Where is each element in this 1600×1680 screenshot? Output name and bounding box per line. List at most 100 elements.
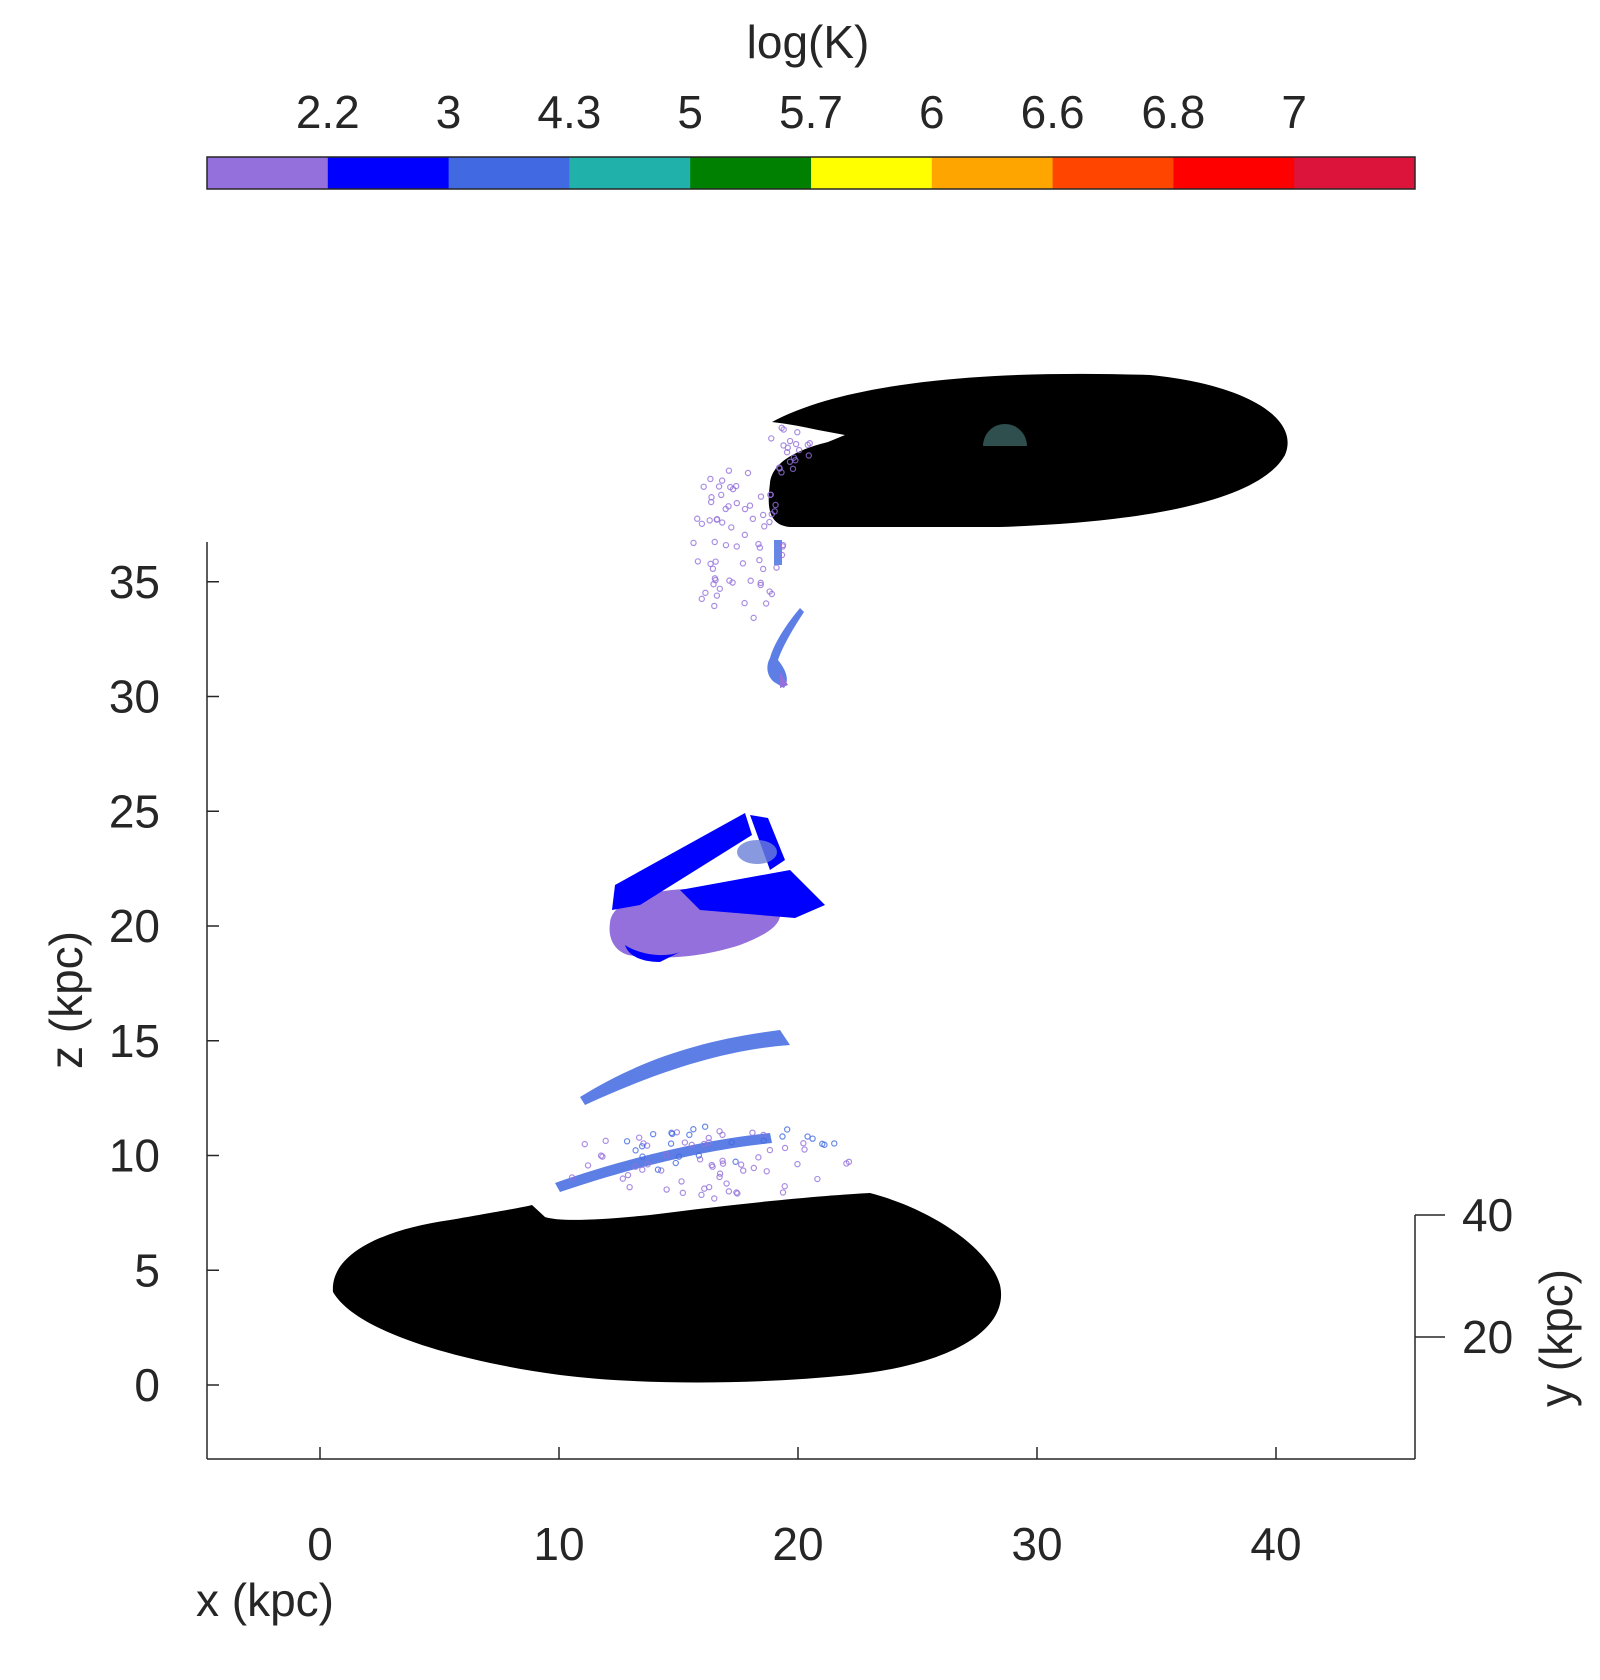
- particle-point: [719, 1131, 726, 1139]
- particle-point: [755, 1154, 762, 1161]
- particle-point: [696, 1156, 704, 1163]
- particle-point: [649, 1130, 657, 1138]
- particle-point: [746, 502, 754, 509]
- particle-point: [728, 1139, 735, 1146]
- particle-point: [749, 515, 757, 523]
- colorbar-segment: [1052, 157, 1174, 189]
- particle-point: [663, 1151, 670, 1159]
- particle-point: [773, 564, 780, 571]
- particle-point: [757, 581, 764, 589]
- particle-point: [698, 520, 706, 527]
- particle-point: [786, 458, 794, 466]
- particle-point: [663, 1186, 670, 1193]
- particle-point: [779, 1189, 787, 1196]
- particle-point: [718, 477, 726, 484]
- particle-point: [715, 483, 723, 490]
- z-tick-label: 15: [109, 1015, 160, 1067]
- x-axis-ticks: 0 10 20 30 40: [307, 1447, 1302, 1570]
- particle-point: [632, 1147, 639, 1154]
- particle-point: [725, 467, 733, 474]
- x-axis-label: x (kpc): [196, 1574, 334, 1626]
- arc-upper: [580, 1030, 790, 1105]
- particle-point: [761, 523, 768, 530]
- particle-point: [694, 515, 701, 522]
- particle-point: [722, 541, 730, 549]
- arc-lower: [555, 1133, 772, 1192]
- particle-point: [795, 446, 803, 454]
- z-tick-label: 30: [109, 671, 160, 723]
- particle-point: [779, 543, 786, 550]
- clump-blue-upper-band: [612, 813, 752, 910]
- particle-point: [690, 1126, 697, 1133]
- z-tick-label: 10: [109, 1130, 160, 1182]
- particle-point: [790, 454, 798, 461]
- particle-point: [740, 1167, 747, 1174]
- particle-point: [733, 543, 740, 550]
- particle-point: [779, 1133, 786, 1140]
- particle-point: [781, 1144, 789, 1152]
- colorbar-tick-labels: 2.2 3 4.3 5 5.7 6 6.6 6.8 7: [296, 86, 1307, 138]
- particle-point: [716, 1170, 724, 1177]
- particle-point: [781, 1183, 788, 1190]
- clump-blue-lower-edge: [625, 945, 680, 962]
- particle-point: [741, 505, 749, 513]
- particle-point: [809, 1135, 816, 1142]
- colorbar-segment: [448, 157, 570, 189]
- particle-point: [635, 1134, 643, 1141]
- particle-point: [729, 579, 736, 586]
- particle-point: [623, 1138, 631, 1145]
- upper-galaxy-disk: [768, 373, 1288, 527]
- particle-point: [804, 441, 811, 449]
- particle-point: [701, 1185, 708, 1192]
- particle-point: [678, 1178, 685, 1185]
- particle-point: [581, 1140, 588, 1148]
- particle-point: [602, 1137, 609, 1145]
- z-tick-label: 25: [109, 785, 160, 837]
- particle-point: [766, 518, 773, 526]
- colorbar-segment: [931, 157, 1054, 189]
- particle-point: [789, 465, 797, 473]
- particle-point: [776, 465, 783, 472]
- colorbar: log(K) 2.2 3 4.3 5 5.7 6 6.6 6.8 7: [206, 16, 1416, 190]
- colorbar-segment: [327, 157, 450, 189]
- colorbar-label: log(K): [747, 16, 870, 68]
- colorbar-segment: [690, 157, 812, 189]
- particle-point: [698, 1191, 705, 1199]
- colorbar-tick-label: 6.6: [1021, 86, 1085, 138]
- particle-point: [686, 1131, 693, 1139]
- lower-galaxy-disk: [332, 1193, 1002, 1383]
- particle-point: [695, 1152, 703, 1159]
- particle-point: [713, 592, 721, 599]
- colorbar-tick-label: 5: [677, 86, 703, 138]
- particle-point: [672, 1159, 679, 1167]
- upper-galaxy-bulge: [983, 424, 1027, 446]
- particle-point: [763, 1168, 770, 1175]
- particle-point: [675, 1153, 683, 1160]
- particle-point: [706, 517, 713, 524]
- particle-point: [786, 437, 794, 445]
- particle-point: [722, 505, 729, 513]
- particle-point: [668, 1129, 675, 1137]
- particle-point: [725, 1188, 733, 1195]
- particle-point: [599, 1153, 606, 1160]
- particle-point: [718, 491, 725, 499]
- particle-point: [778, 551, 786, 559]
- particle-point: [658, 1167, 665, 1174]
- particle-point: [638, 1143, 646, 1150]
- particle-point: [759, 565, 767, 573]
- colorbar-segments: [207, 157, 1416, 189]
- colorbar-segment: [1294, 157, 1416, 189]
- particle-point: [568, 1174, 576, 1181]
- particle-point: [845, 1158, 853, 1166]
- particle-point: [690, 539, 697, 547]
- gas-clumps: [555, 424, 853, 1202]
- colorbar-tick-label: 6: [919, 86, 945, 138]
- particle-point: [747, 577, 754, 584]
- particle-point: [708, 1161, 715, 1169]
- particle-point: [711, 1195, 718, 1202]
- particle-point: [733, 499, 741, 507]
- particle-point: [733, 1189, 740, 1196]
